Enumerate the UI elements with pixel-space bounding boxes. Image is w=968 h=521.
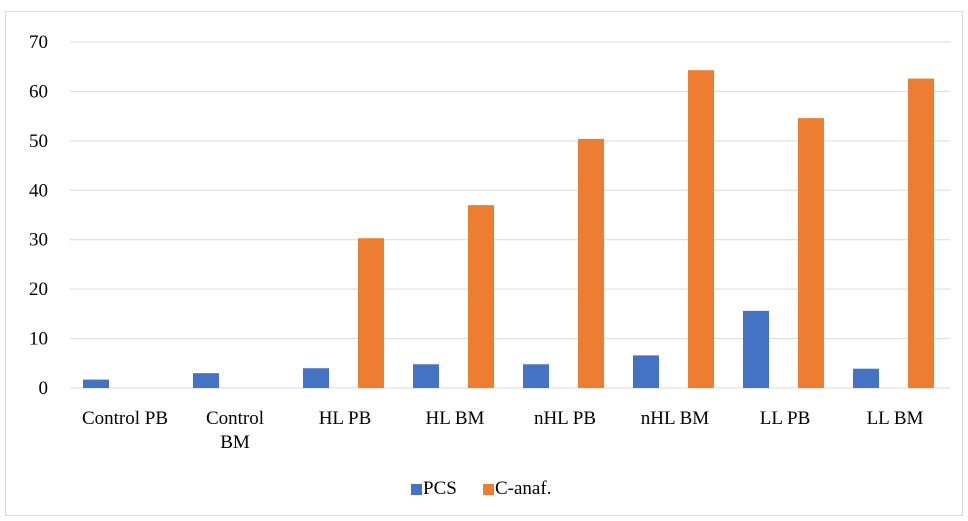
bar-c-anaf <box>578 138 604 388</box>
legend: PCS C-anaf. <box>411 478 551 499</box>
y-tick-label: 50 <box>29 131 48 152</box>
bar-c-anaf <box>468 205 494 388</box>
x-category-label: Control <box>206 408 264 429</box>
bar-pcs <box>633 355 659 388</box>
y-tick-label: 10 <box>29 329 48 350</box>
x-category-label: LL PB <box>760 408 811 429</box>
bar-pcs <box>853 368 879 388</box>
bar-pcs <box>523 364 549 388</box>
y-axis-tick-labels: 0 10 20 30 40 50 60 70 <box>29 32 48 399</box>
x-category-label: HL PB <box>319 408 372 429</box>
y-tick-label: 40 <box>29 180 48 201</box>
y-tick-label: 60 <box>29 81 48 102</box>
legend-label: PCS <box>423 478 457 499</box>
bar-c-anaf <box>908 78 934 388</box>
bar-pcs <box>303 368 329 388</box>
bar-pcs <box>83 379 109 388</box>
y-tick-label: 20 <box>29 279 48 300</box>
y-tick-label: 30 <box>29 230 48 251</box>
legend-label: C-anaf. <box>495 478 551 499</box>
bar-c-anaf <box>688 70 714 388</box>
x-category-label: HL BM <box>426 408 485 429</box>
legend-swatch <box>411 484 422 495</box>
legend-swatch <box>483 484 494 495</box>
x-category-label: nHL BM <box>641 408 710 429</box>
bar-pcs <box>193 373 219 388</box>
x-category-label: Control PB <box>82 408 168 429</box>
x-category-label: nHL PB <box>534 408 596 429</box>
bar-c-anaf <box>358 238 384 388</box>
x-axis-category-labels: Control PB Control BM HL PB HL BM nHL PB nHL B… <box>82 408 924 453</box>
bars <box>83 70 934 389</box>
x-category-label: BM <box>220 432 250 453</box>
bar-pcs <box>413 364 439 388</box>
bar-c-anaf <box>798 118 824 389</box>
bar-pcs <box>743 310 769 388</box>
y-tick-label: 70 <box>29 32 48 53</box>
x-category-label: LL BM <box>867 408 924 429</box>
y-tick-label: 0 <box>39 378 49 399</box>
